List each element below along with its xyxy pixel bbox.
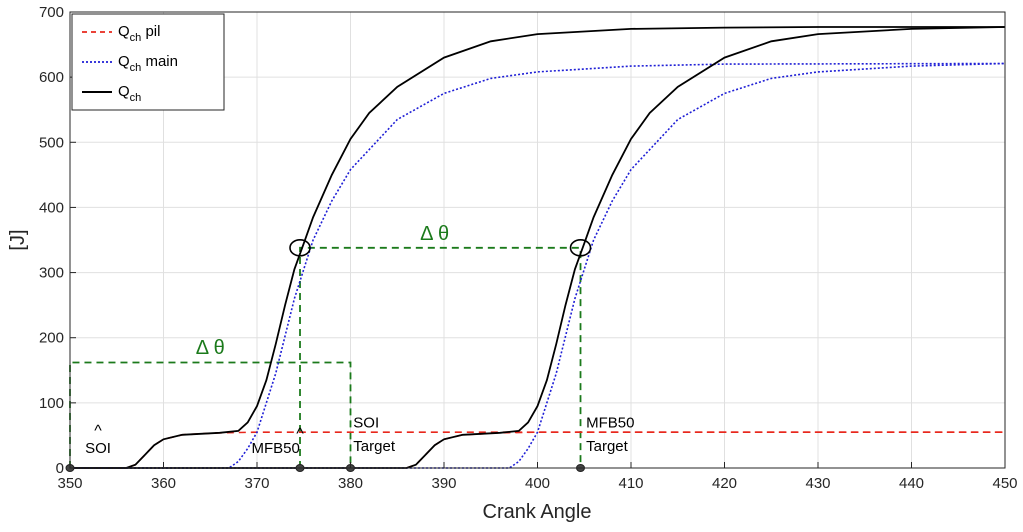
x-tick-label: 410 — [618, 475, 643, 492]
x-tick-label: 390 — [431, 475, 456, 492]
y-axis-label: [J] — [7, 229, 29, 250]
series-line — [70, 26, 1006, 469]
legend-box — [71, 13, 225, 111]
annotation-label: SOI — [353, 415, 379, 432]
annotation-label: Δ θ — [420, 223, 449, 245]
x-tick-label: 440 — [899, 475, 924, 492]
series-line — [70, 26, 1005, 469]
legend-label: Qch pil — [118, 23, 160, 44]
x-tick-label: 350 — [57, 475, 82, 492]
y-tick-label: 500 — [39, 134, 64, 151]
mfb50-circle-marker — [289, 239, 311, 257]
x-tick-label: 380 — [338, 475, 363, 492]
y-tick-label: 200 — [39, 330, 64, 347]
delta-theta-guide — [299, 246, 582, 468]
annotation-label: MFB50 — [252, 440, 300, 457]
x-tick-label: 400 — [525, 475, 550, 492]
annotation-label: ^ — [94, 422, 102, 439]
annotation-label: MFB50 — [586, 415, 634, 432]
x-tick-label: 420 — [712, 475, 737, 492]
annotation-label: ^ — [296, 426, 304, 443]
mfb50-circle-marker — [569, 239, 592, 257]
annotation-label: Target — [586, 438, 629, 455]
legend: Qch pil Qch main Qch — [71, 13, 225, 111]
legend-label: Qch — [118, 83, 141, 104]
y-tick-label: 300 — [39, 265, 64, 282]
axis-ticks: 350 360 370 380 390 400 410 420 430 440 450 0 100 200… — [39, 4, 1018, 492]
y-tick-label: 400 — [39, 199, 64, 216]
y-tick-label: 100 — [39, 395, 64, 412]
y-tick-label: 700 — [39, 4, 64, 21]
legend-label: Qch main — [118, 53, 178, 74]
x-tick-label: 430 — [805, 475, 830, 492]
y-tick-label: 0 — [56, 460, 64, 477]
annotation-label: Target — [353, 438, 396, 455]
annotation-label: Δ θ — [196, 337, 225, 359]
x-tick-label: 360 — [151, 475, 176, 492]
y-tick-label: 600 — [39, 69, 64, 86]
series-line — [70, 62, 1006, 469]
x-axis-label: Crank Angle — [483, 501, 592, 523]
x-tick-label: 370 — [244, 475, 269, 492]
annotation-label: SOI — [85, 440, 111, 457]
x-tick-label: 450 — [992, 475, 1017, 492]
series-line — [70, 62, 1006, 469]
